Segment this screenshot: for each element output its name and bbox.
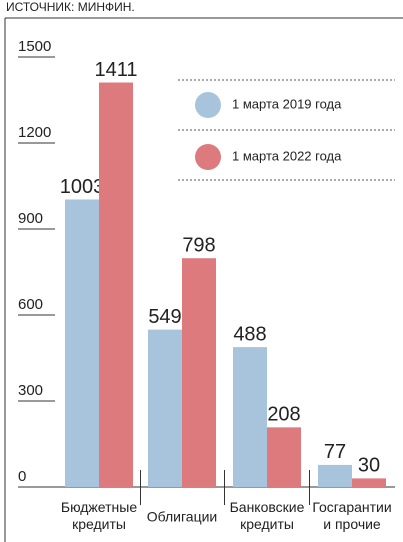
- value-label: 549: [148, 306, 181, 328]
- x-tick-line: Госгарантии: [312, 499, 391, 515]
- value-label: 208: [267, 404, 300, 426]
- y-tick-label: 900: [18, 210, 43, 227]
- x-tick-label: Облигации: [147, 509, 218, 525]
- legend-swatch: [195, 92, 221, 118]
- y-tick-label: 1200: [18, 124, 51, 141]
- y-tick-label: 600: [18, 296, 43, 313]
- x-tick-label: Банковские кредиты: [230, 499, 305, 532]
- value-label: 798: [182, 235, 215, 257]
- x-tick-line: Банковские: [230, 499, 305, 515]
- bar: [318, 464, 352, 487]
- source: ИСТОЧНИК: МИНФИН.: [6, 0, 135, 14]
- bar: [65, 199, 99, 487]
- y-tick-label: 1500: [18, 38, 51, 55]
- x-tick-label: Бюджетные кредиты: [61, 499, 137, 532]
- value-label: 30: [358, 455, 380, 477]
- y-tick-label: 300: [18, 382, 43, 399]
- value-label: 1411: [94, 59, 137, 81]
- x-tick-line: Бюджетные: [61, 499, 137, 515]
- legend-label: 1 марта 2022 года: [232, 148, 342, 163]
- value-label: 488: [233, 323, 266, 345]
- bar: [233, 347, 267, 487]
- legend-swatch: [195, 144, 221, 170]
- y-tick-label: 0: [18, 468, 26, 485]
- bar: [267, 427, 301, 487]
- bar: [99, 82, 133, 487]
- x-tick-label: Госгарантии и прочие: [312, 499, 391, 532]
- value-label: 77: [324, 441, 346, 463]
- x-tick-line: и прочие: [323, 516, 381, 532]
- legend-label: 1 марта 2019 года: [232, 96, 342, 111]
- x-tick-line: кредиты: [72, 516, 126, 532]
- x-tick-line: кредиты: [240, 516, 294, 532]
- bar: [182, 258, 216, 487]
- bar: [148, 329, 182, 487]
- bar: [352, 478, 386, 487]
- value-label: 1003: [60, 176, 105, 198]
